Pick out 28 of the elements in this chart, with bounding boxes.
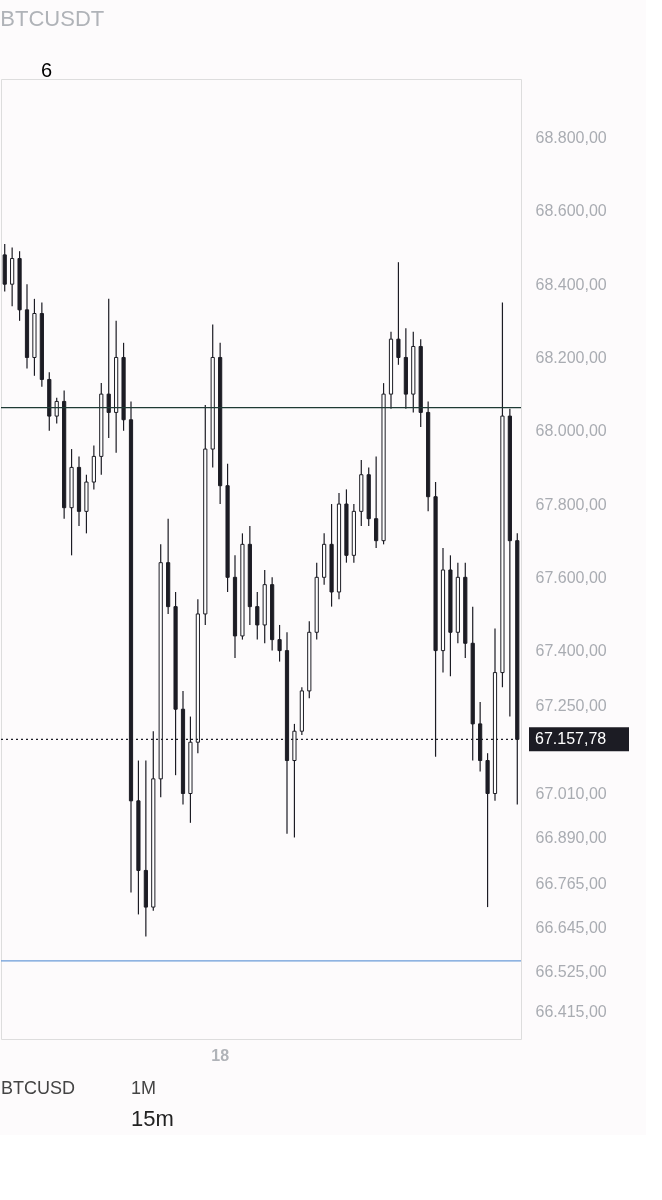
y-tick-label: 67.600,00 [535, 568, 607, 586]
candlestick [374, 455, 379, 549]
y-tick-label: 66.525,00 [535, 962, 607, 980]
y-tick-label: 66.765,00 [535, 874, 607, 892]
y-tick-label: 66.645,00 [535, 918, 607, 936]
y-tick-label: 68.800,00 [535, 129, 607, 147]
annotation: 6 [41, 59, 53, 81]
candlestick [396, 261, 401, 366]
x-tick-label: 18 [211, 1046, 230, 1064]
candlestick [54, 397, 59, 425]
y-tick-label: 67.010,00 [535, 785, 607, 802]
y-tick-label: 68.600,00 [535, 202, 607, 220]
candlestick [106, 298, 111, 439]
y-tick-label: 67.400,00 [535, 642, 607, 660]
y-tick-label: 67.250,00 [535, 697, 607, 715]
candlestick [277, 624, 282, 663]
y-tick-label: 67.800,00 [535, 495, 607, 513]
text: 15m [131, 1106, 174, 1131]
y-tick-label: 68.000,00 [535, 422, 607, 440]
chart-title: BTCUSDT [0, 6, 105, 31]
text: 1M [131, 1078, 157, 1098]
candlestick [255, 591, 260, 641]
ref-line-label: 67.157,78 [535, 730, 607, 748]
y-tick-label: 68.200,00 [535, 348, 607, 366]
y-tick-label: 66.415,00 [535, 1003, 607, 1021]
y-tick-label: 68.400,00 [535, 275, 607, 293]
y-tick-label: 66.890,00 [535, 828, 607, 846]
text: BTCUSD [1, 1078, 76, 1098]
